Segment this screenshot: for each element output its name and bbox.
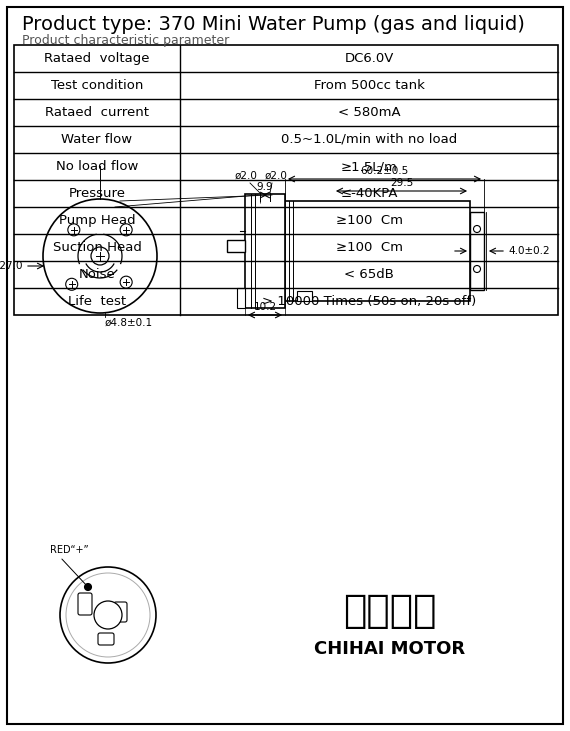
Text: Pump Head: Pump Head	[59, 214, 135, 227]
FancyBboxPatch shape	[114, 602, 127, 622]
Bar	[237, 288, 245, 308]
Text: RED“+”: RED“+”	[50, 545, 88, 555]
Circle shape	[66, 573, 150, 657]
Text: DC6.0V: DC6.0V	[344, 52, 394, 65]
Text: 60.2±0.5: 60.2±0.5	[360, 166, 409, 176]
Bar	[227, 240, 245, 252]
Circle shape	[474, 225, 481, 232]
Text: Suction Head: Suction Head	[52, 241, 141, 254]
Text: ≥1.5L/m: ≥1.5L/m	[340, 160, 397, 173]
Text: ≥100  Cm: ≥100 Cm	[336, 214, 402, 227]
Text: Pressure: Pressure	[68, 187, 125, 200]
Circle shape	[84, 583, 92, 591]
Text: ≥100  Cm: ≥100 Cm	[336, 241, 402, 254]
Text: Life  test: Life test	[68, 295, 126, 308]
Text: Rataed  current: Rataed current	[45, 106, 149, 119]
Circle shape	[43, 199, 157, 313]
Text: ≤-40KPA: ≤-40KPA	[340, 187, 398, 200]
Circle shape	[60, 567, 156, 663]
Text: 10.2: 10.2	[254, 302, 276, 312]
Text: 0.5~1.0L/min with no load: 0.5~1.0L/min with no load	[281, 133, 457, 146]
Bar	[297, 291, 312, 301]
Bar	[14, 45, 558, 315]
Text: 29.5: 29.5	[390, 178, 413, 188]
Text: 9.9: 9.9	[256, 182, 273, 192]
FancyBboxPatch shape	[78, 593, 92, 615]
Text: ø27.0: ø27.0	[0, 261, 23, 271]
Text: Test condition: Test condition	[51, 79, 143, 92]
Text: Rataed  voltage: Rataed voltage	[44, 52, 150, 65]
Text: > 10000 Times (50s on, 20s off): > 10000 Times (50s on, 20s off)	[262, 295, 476, 308]
Circle shape	[91, 247, 109, 265]
Text: 4.0±0.2: 4.0±0.2	[508, 246, 549, 256]
Text: No load flow: No load flow	[56, 160, 138, 173]
Text: < 580mA: < 580mA	[337, 106, 400, 119]
Text: Product characteristic parameter: Product characteristic parameter	[22, 34, 229, 47]
Circle shape	[68, 224, 80, 236]
Text: Noise: Noise	[79, 268, 115, 281]
Circle shape	[474, 265, 481, 273]
Text: 驰海电机: 驰海电机	[343, 592, 437, 630]
FancyBboxPatch shape	[98, 633, 114, 645]
Text: < 65dB: < 65dB	[344, 268, 394, 281]
Circle shape	[66, 279, 78, 290]
Bar	[470, 212, 484, 290]
Text: ø4.8±0.1: ø4.8±0.1	[105, 318, 153, 328]
Text: ø2.0: ø2.0	[264, 171, 287, 181]
Text: Product type: 370 Mini Water Pump (gas and liquid): Product type: 370 Mini Water Pump (gas a…	[22, 15, 525, 34]
Bar	[285, 201, 470, 301]
Circle shape	[120, 276, 132, 288]
Text: CHIHAI MOTOR: CHIHAI MOTOR	[315, 640, 466, 658]
Circle shape	[120, 224, 132, 236]
Text: ø2.0: ø2.0	[235, 171, 258, 181]
Text: From 500cc tank: From 500cc tank	[314, 79, 425, 92]
Text: Water flow: Water flow	[62, 133, 133, 146]
Circle shape	[94, 601, 122, 629]
Bar	[245, 194, 285, 308]
